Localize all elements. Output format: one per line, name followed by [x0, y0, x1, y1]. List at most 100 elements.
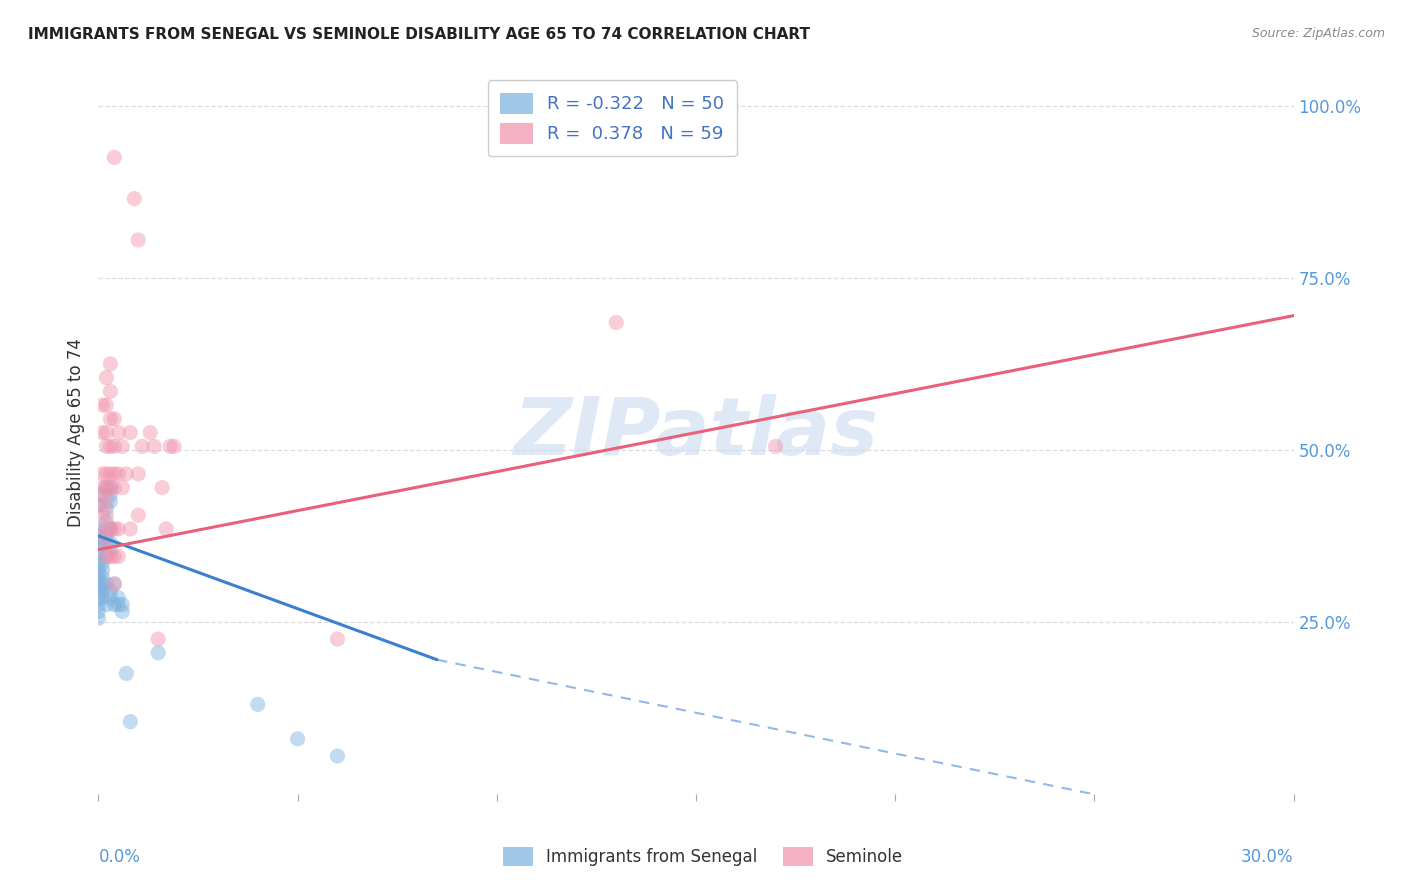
Point — [98, 591, 122, 605]
Point — [120, 425, 142, 440]
Point — [111, 439, 134, 453]
Point — [87, 522, 110, 536]
Point — [765, 439, 787, 453]
Point — [287, 731, 309, 746]
Text: Source: ZipAtlas.com: Source: ZipAtlas.com — [1251, 27, 1385, 40]
Point — [124, 192, 146, 206]
Point — [98, 487, 122, 501]
Point — [103, 522, 125, 536]
Point — [127, 233, 149, 247]
Point — [98, 481, 122, 495]
Point — [91, 557, 114, 571]
Point — [91, 591, 114, 605]
Point — [115, 467, 138, 481]
Point — [107, 425, 129, 440]
Point — [98, 542, 122, 557]
Text: 0.0%: 0.0% — [98, 848, 141, 866]
Text: IMMIGRANTS FROM SENEGAL VS SEMINOLE DISABILITY AGE 65 TO 74 CORRELATION CHART: IMMIGRANTS FROM SENEGAL VS SEMINOLE DISA… — [28, 27, 810, 42]
Point — [91, 467, 114, 481]
Point — [87, 557, 110, 571]
Point — [91, 570, 114, 584]
Point — [87, 583, 110, 598]
Point — [98, 481, 122, 495]
Point — [127, 467, 149, 481]
Point — [131, 439, 153, 453]
Point — [326, 632, 349, 646]
Point — [96, 515, 118, 529]
Point — [103, 598, 125, 612]
Point — [98, 467, 122, 481]
Point — [107, 522, 129, 536]
Point — [91, 487, 114, 501]
Point — [91, 535, 114, 549]
Point — [91, 508, 114, 523]
Point — [96, 529, 118, 543]
Point — [91, 425, 114, 440]
Point — [87, 529, 110, 543]
Point — [96, 598, 118, 612]
Point — [605, 316, 627, 330]
Point — [96, 494, 118, 508]
Point — [326, 749, 349, 764]
Point — [148, 646, 170, 660]
Point — [96, 549, 118, 564]
Point — [87, 525, 110, 540]
Point — [91, 481, 114, 495]
Point — [107, 549, 129, 564]
Point — [87, 487, 110, 501]
Point — [87, 535, 110, 549]
Point — [96, 467, 118, 481]
Point — [96, 508, 118, 523]
Point — [98, 535, 122, 549]
Point — [87, 611, 110, 625]
Point — [111, 598, 134, 612]
Point — [96, 398, 118, 412]
Point — [103, 150, 125, 164]
Point — [148, 632, 170, 646]
Point — [107, 467, 129, 481]
Legend: Immigrants from Senegal, Seminole: Immigrants from Senegal, Seminole — [495, 838, 911, 875]
Point — [96, 549, 118, 564]
Text: ZIPatlas: ZIPatlas — [513, 393, 879, 472]
Point — [87, 570, 110, 584]
Point — [91, 583, 114, 598]
Point — [98, 412, 122, 426]
Text: 30.0%: 30.0% — [1241, 848, 1294, 866]
Point — [87, 549, 110, 564]
Point — [127, 508, 149, 523]
Point — [96, 522, 118, 536]
Point — [98, 384, 122, 399]
Point — [120, 522, 142, 536]
Point — [87, 498, 110, 512]
Point — [150, 481, 173, 495]
Point — [111, 605, 134, 619]
Point — [87, 605, 110, 619]
Point — [87, 542, 110, 557]
Point — [96, 577, 118, 591]
Point — [91, 577, 114, 591]
Point — [87, 563, 110, 577]
Point — [98, 583, 122, 598]
Point — [246, 698, 269, 712]
Point — [91, 398, 114, 412]
Point — [87, 498, 110, 512]
Point — [91, 563, 114, 577]
Point — [96, 481, 118, 495]
Point — [98, 494, 122, 508]
Point — [87, 598, 110, 612]
Point — [87, 577, 110, 591]
Point — [96, 425, 118, 440]
Legend: R = -0.322   N = 50, R =  0.378   N = 59: R = -0.322 N = 50, R = 0.378 N = 59 — [488, 80, 737, 156]
Point — [98, 522, 122, 536]
Point — [96, 481, 118, 495]
Point — [103, 577, 125, 591]
Point — [159, 439, 181, 453]
Point — [103, 467, 125, 481]
Point — [103, 439, 125, 453]
Point — [98, 357, 122, 371]
Point — [96, 535, 118, 549]
Point — [96, 370, 118, 384]
Point — [111, 481, 134, 495]
Point — [98, 549, 122, 564]
Y-axis label: Disability Age 65 to 74: Disability Age 65 to 74 — [66, 338, 84, 527]
